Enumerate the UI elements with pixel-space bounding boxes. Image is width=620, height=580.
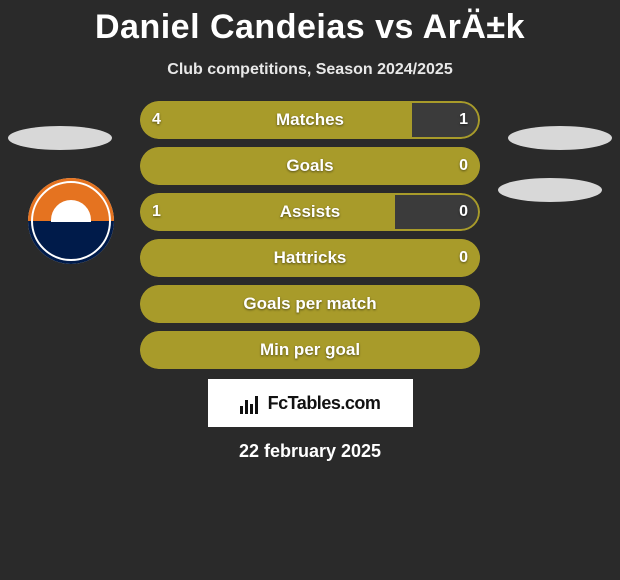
bar-value-left: 4 <box>152 111 161 129</box>
stat-bar: Hattricks0 <box>140 239 480 277</box>
comparison-bars: Matches41Goals0Assists10Hattricks0Goals … <box>140 101 480 369</box>
placeholder-oval <box>508 126 612 150</box>
brand-text: FcTables.com <box>268 393 381 414</box>
stat-bar: Matches4 1 <box>140 101 480 139</box>
placeholder-oval <box>498 178 602 202</box>
club-logo <box>28 178 114 264</box>
brand-badge: FcTables.com <box>208 379 413 427</box>
bar-label: Hattricks <box>140 248 480 268</box>
bar-label: Goals per match <box>140 294 480 314</box>
page-subtitle: Club competitions, Season 2024/2025 <box>0 61 620 79</box>
bar-value-right: 0 <box>459 203 468 221</box>
bar-value-right: 1 <box>459 111 468 129</box>
bar-label: Min per goal <box>140 340 480 360</box>
bar-label: Assists <box>140 202 480 222</box>
bar-value-right: 0 <box>459 157 468 175</box>
bar-label: Matches <box>140 110 480 130</box>
stat-bar: Goals0 <box>140 147 480 185</box>
stat-bar: Assists1 0 <box>140 193 480 231</box>
placeholder-oval <box>8 126 112 150</box>
bar-value-right: 0 <box>459 249 468 267</box>
bar-label: Goals <box>140 156 480 176</box>
bar-value-left: 1 <box>152 203 161 221</box>
page-title: Daniel Candeias vs ArÄ±k <box>0 0 620 47</box>
date-text: 22 february 2025 <box>0 441 620 462</box>
brand-chart-icon <box>240 392 262 414</box>
stat-bar: Min per goal <box>140 331 480 369</box>
stat-bar: Goals per match <box>140 285 480 323</box>
